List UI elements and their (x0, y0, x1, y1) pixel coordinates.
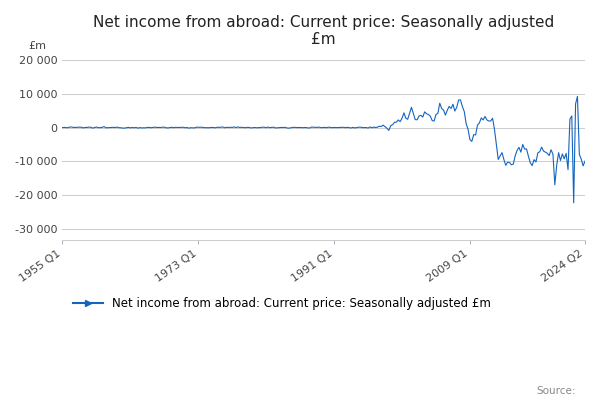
Title: Net income from abroad: Current price: Seasonally adjusted
£m: Net income from abroad: Current price: S… (93, 15, 554, 47)
Legend: Net income from abroad: Current price: Seasonally adjusted £m: Net income from abroad: Current price: S… (68, 292, 496, 315)
Text: £m: £m (29, 41, 47, 51)
Text: Source:: Source: (536, 386, 576, 396)
